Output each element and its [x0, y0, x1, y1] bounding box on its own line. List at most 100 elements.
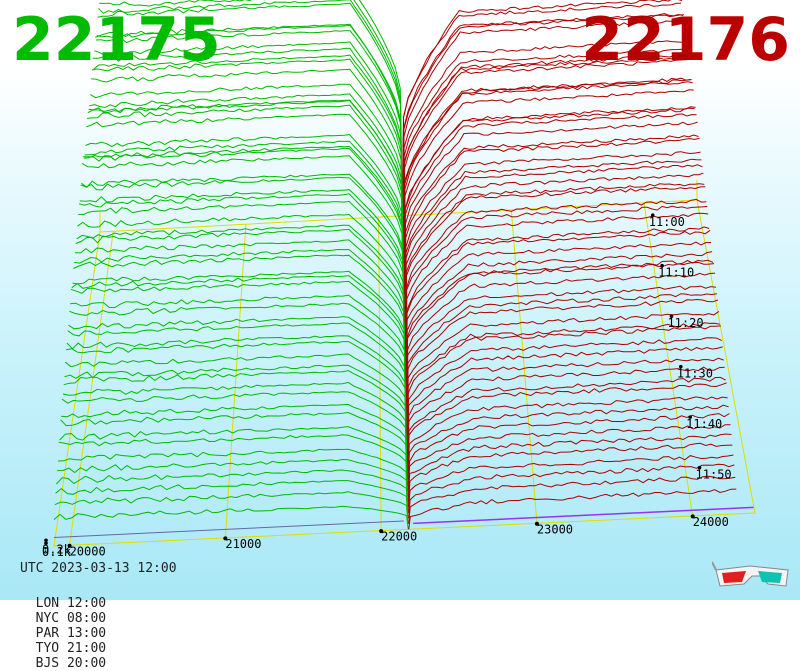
ask-depth-line [404, 158, 702, 332]
bid-depth-line [90, 83, 404, 282]
ask-depth-line [403, 121, 698, 310]
ask-depth-line [407, 413, 730, 491]
ask-depth-line [407, 382, 727, 475]
bid-depth-line [62, 381, 408, 469]
latest-bid-baseline [53, 520, 404, 538]
ask-depth-line [406, 366, 725, 464]
ask-depth-line [402, 14, 685, 233]
bid-depth-line [83, 145, 405, 326]
bid-depth-line [89, 93, 404, 288]
ask-depth-line [403, 106, 696, 299]
x-tick-mark [690, 514, 695, 519]
ask-depth-line [404, 172, 704, 343]
bid-depth-line [86, 113, 405, 310]
zone-par: PAR 13:00 [35, 626, 107, 641]
time-tick-mark [688, 415, 692, 419]
time-tick-label: 11:30 [677, 367, 713, 381]
ask-depth-line [405, 226, 710, 376]
bid-depth-line [99, 0, 403, 222]
bid-depth-line [57, 458, 409, 508]
bid-depth-line [67, 322, 407, 436]
y-tick-label: 0.1k [42, 545, 72, 559]
time-tick-mark [660, 263, 664, 268]
bid-depth-line [58, 434, 408, 497]
bid-depth-line [71, 275, 407, 409]
timezone-list: LON 12:00 NYC 08:00 PAR 13:00 TYO 21:00 … [20, 581, 130, 671]
bid-depth-line [98, 0, 403, 227]
bid-depth-line [68, 316, 407, 431]
grid-price-line [643, 202, 694, 517]
bid-depth-line [75, 228, 406, 381]
ask-depth-line [406, 346, 723, 453]
bid-depth-line [70, 280, 407, 414]
y-tick-mark [44, 541, 48, 545]
ask-depth-line [405, 259, 714, 398]
ask-depth-line [404, 164, 703, 337]
bid-depth-line [69, 302, 407, 425]
bid-depth-line [76, 224, 406, 376]
time-tick-label: 11:40 [686, 417, 722, 431]
latest-ask-baseline [413, 506, 754, 525]
bid-depth-line [93, 54, 403, 260]
ask-depth-line [407, 404, 729, 486]
ask-depth-line [403, 113, 697, 304]
time-tick-mark [650, 213, 655, 217]
bid-depth-line [87, 99, 404, 299]
ask-depth-line [406, 322, 720, 436]
ask-depth-line [406, 293, 717, 420]
bid-depth-line [79, 189, 405, 354]
ask-depth-line [402, 77, 691, 271]
ask-depth-line [402, 54, 689, 260]
ask-depth-line [405, 251, 713, 392]
ask-depth-line [405, 261, 715, 403]
ask-depth-line [401, 12, 684, 227]
bid-depth-line [63, 370, 408, 464]
ask-depth-line [403, 134, 699, 315]
ask-depth-line [405, 241, 712, 387]
x-tick-label: 21000 [225, 537, 261, 551]
bid-depth-line [97, 2, 403, 233]
x-tick-label: 22000 [381, 530, 417, 544]
x-tick-mark [379, 529, 384, 534]
bid-depth-line [91, 58, 404, 271]
grid-price-line [224, 224, 247, 538]
bid-depth-line [74, 248, 406, 392]
ask-depth-line [406, 298, 719, 425]
bid-depth-line [53, 505, 409, 530]
bid-depth-line [73, 254, 406, 398]
ask-depth-line [407, 376, 726, 469]
ask-depth-line [406, 357, 724, 458]
bid-depth-line [95, 23, 403, 249]
ask-depth-line [404, 186, 706, 354]
ask-depth-line [401, 2, 682, 216]
ask-depth-line [408, 463, 735, 519]
bid-depth-line [59, 426, 408, 491]
ask-depth-line [405, 272, 716, 409]
ask-depth-line [404, 198, 707, 359]
ask-depth-line [402, 79, 692, 277]
ask-depth-line [404, 183, 705, 348]
ask-depth-line [404, 205, 708, 365]
3d-glasses-icon[interactable] [712, 558, 792, 590]
ask-depth-line [405, 229, 711, 381]
bid-depth-line [57, 448, 409, 502]
bid-depth-line [84, 140, 405, 321]
zone-lon: LON 12:00 [35, 596, 107, 611]
bid-depth-line [72, 270, 406, 403]
bid-depth-line [60, 411, 408, 486]
grid-price-line [510, 209, 538, 524]
bid-depth-line [55, 480, 409, 519]
bid-depth-line [61, 391, 408, 475]
bid-depth-line [64, 353, 408, 453]
bid-depth-line [81, 173, 405, 343]
depth-chart: 20000 21000 22000 23000 24000 0.1k0.2k 11:00 11… [42, 0, 756, 559]
bid-depth-line [61, 403, 408, 480]
x-tick-mark [67, 543, 72, 548]
time-tick-mark [669, 314, 674, 318]
bid-depth-line [83, 147, 405, 332]
x-tick-mark [534, 521, 539, 526]
ask-depth-line [407, 454, 734, 513]
bid-depth-line [54, 491, 409, 524]
bid-depth-line [66, 341, 407, 447]
time-tick-mark [679, 364, 683, 369]
